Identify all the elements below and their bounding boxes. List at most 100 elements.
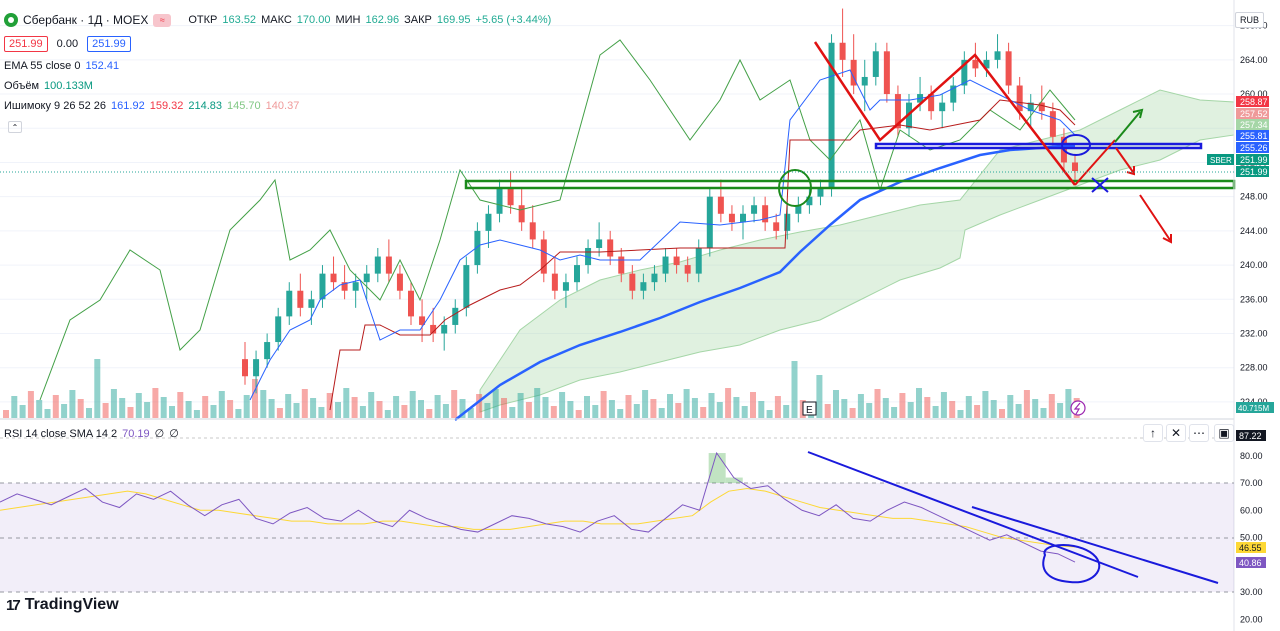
candle-body — [242, 359, 248, 377]
volume-bar — [725, 388, 732, 418]
symbol-title[interactable]: Сбербанк · 1Д · MOEX — [23, 13, 149, 27]
candle-body — [839, 42, 846, 60]
volume-bar — [467, 408, 474, 418]
volume-bar — [999, 409, 1005, 418]
price-tick: 244.00 — [1240, 226, 1268, 236]
volume-bar — [36, 400, 43, 418]
volume-bar — [202, 396, 209, 418]
candle-body — [883, 51, 890, 95]
volume-bar — [750, 392, 756, 418]
volume-bar — [783, 405, 790, 418]
move-up-icon[interactable]: ↑ — [1143, 424, 1163, 442]
volume-bar — [550, 406, 557, 418]
sell-button[interactable]: 251.99 — [4, 36, 48, 52]
volume-bar — [227, 400, 234, 418]
close-pane-icon[interactable]: ✕ — [1166, 424, 1186, 442]
candle-body — [983, 59, 990, 69]
volume-bar — [260, 390, 267, 418]
candle-body — [972, 59, 979, 69]
rsi-label: RSI 14 close SMA 14 2 — [4, 427, 118, 440]
candle-body — [740, 213, 746, 223]
candle-body — [607, 239, 614, 257]
low-value: 162.96 — [365, 14, 400, 26]
candle-body — [485, 213, 492, 231]
volume-bar — [401, 405, 408, 418]
currency-selector[interactable]: RUB — [1235, 12, 1265, 28]
price-label: 255.81 — [1240, 131, 1268, 141]
price-label: 257.34 — [1240, 120, 1268, 130]
volume-bar — [617, 409, 624, 418]
volume-bar — [600, 391, 607, 418]
price-label-bg — [1236, 96, 1269, 107]
price-label-bg — [1236, 154, 1269, 165]
volume-bar — [61, 404, 68, 418]
volume-legend[interactable]: Объём 100.133M — [4, 80, 93, 92]
open-value: 163.52 — [222, 14, 257, 26]
volume-bar — [19, 405, 26, 418]
candle-body — [773, 222, 780, 231]
candle-body — [928, 94, 935, 112]
volume-bar — [559, 392, 566, 418]
candle-body — [994, 51, 1001, 60]
volume-bar — [907, 402, 914, 418]
volume-bar — [285, 394, 292, 418]
more-icon[interactable]: ⋯ — [1189, 424, 1209, 442]
rsi-value-bg — [1236, 430, 1266, 441]
symbol-legend[interactable]: Сбербанк · 1Д · MOEX ≈ ОТКР 163.52 МАКС … — [4, 13, 551, 27]
volume-bar — [667, 394, 673, 418]
volume-bar — [119, 398, 126, 418]
volume-bar — [691, 398, 698, 418]
candle-body — [806, 196, 813, 206]
volume-bar — [866, 403, 873, 418]
volume-bar — [1007, 395, 1014, 418]
volume-bar — [957, 410, 964, 418]
volume-bar — [301, 389, 308, 418]
rsi-value-label: 87.22 — [1239, 431, 1262, 441]
rsi-axis[interactable]: 80.0070.0060.0050.0040.0030.0020.0087.22… — [1236, 430, 1266, 624]
pane-settings-icon[interactable]: ▣ — [1214, 424, 1234, 442]
collapse-legend-icon[interactable]: ⌃ — [8, 121, 22, 133]
candle-body — [784, 213, 791, 231]
volume-bar — [326, 393, 333, 418]
ichimoku-v4: 145.70 — [227, 100, 261, 112]
candle-body — [562, 282, 569, 291]
rsi-line — [0, 451, 1076, 563]
price-label-bg — [1236, 166, 1269, 177]
volume-bar — [833, 390, 839, 418]
price-tick: 224.00 — [1240, 397, 1268, 407]
candle-body — [717, 196, 724, 214]
ema-legend[interactable]: EMA 55 close 0 152.41 — [4, 60, 119, 72]
candle-body — [507, 188, 514, 206]
volume-bar — [700, 407, 707, 418]
candle-body — [308, 299, 315, 308]
volume-bar — [542, 397, 549, 418]
volume-bar — [1032, 399, 1039, 418]
ema-line — [454, 144, 1075, 421]
candle-body — [253, 359, 260, 377]
volume-bar — [44, 409, 51, 418]
change-value: +5.65 (+3.44%) — [475, 14, 552, 26]
volume-bar — [343, 388, 350, 418]
price-tick: 248.00 — [1240, 192, 1268, 202]
ichimoku-label: Ишимоку 9 26 52 26 — [4, 100, 107, 112]
rsi-legend[interactable]: RSI 14 close SMA 14 2 70.19 ∅ ∅ — [4, 427, 179, 441]
buy-button[interactable]: 251.99 — [87, 36, 131, 52]
compare-icon[interactable]: ≈ — [153, 13, 172, 27]
candle-body — [640, 282, 647, 291]
rsi-tick: 60.00 — [1240, 505, 1263, 515]
volume-bar — [633, 404, 640, 418]
price-axis[interactable]: 268.00264.00260.00256.00252.00248.00244.… — [1240, 21, 1268, 407]
volume-bar — [650, 399, 657, 418]
ichimoku-legend[interactable]: Ишимоку 9 26 52 26 161.92 159.32 214.83 … — [4, 100, 299, 112]
volume-bar — [1015, 404, 1022, 418]
low-label: МИН — [335, 14, 361, 26]
candle-body — [430, 324, 437, 334]
price-label-bg — [1236, 130, 1269, 141]
candle-body — [1072, 162, 1078, 172]
volume-bar — [824, 404, 831, 418]
volume-bar — [1048, 394, 1055, 418]
price-tick: 264.00 — [1240, 55, 1268, 65]
volume-bar — [982, 391, 989, 418]
volume-bar — [293, 403, 300, 418]
